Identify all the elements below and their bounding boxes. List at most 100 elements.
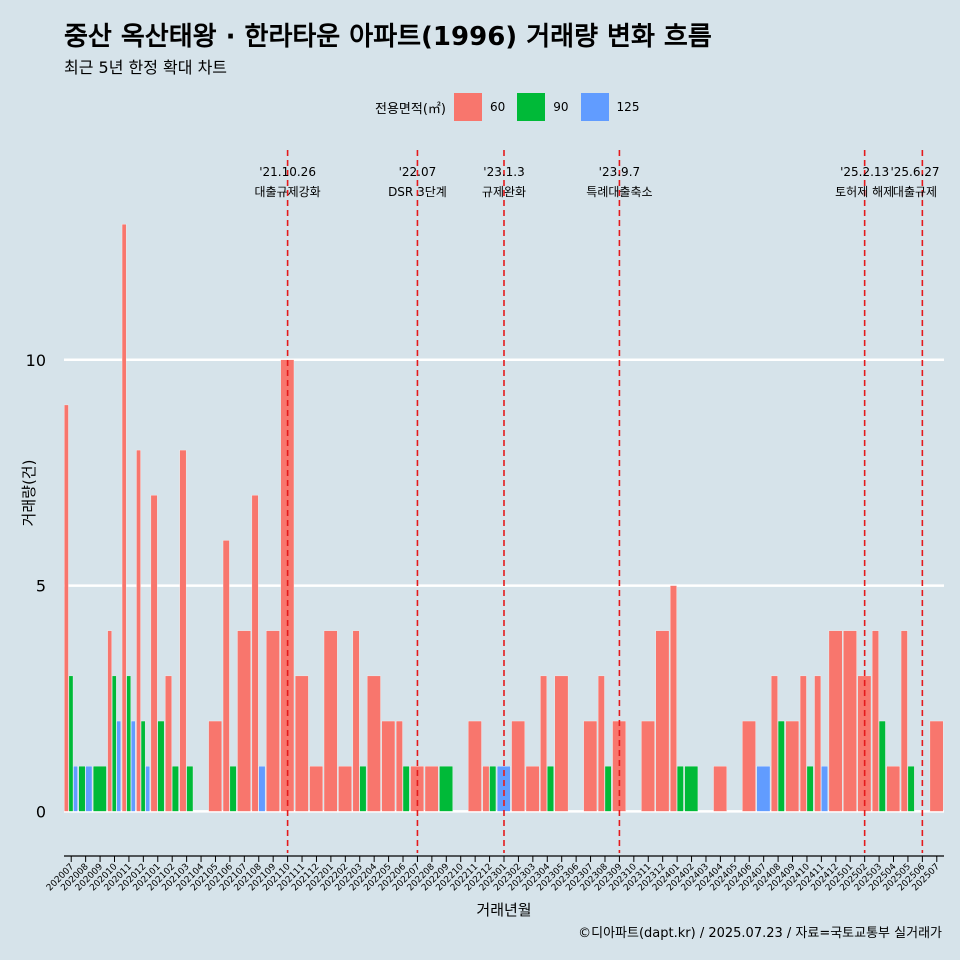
bar-90-202503 — [878, 720, 886, 812]
legend-label-125: 125 — [616, 100, 640, 114]
bar-60-202411 — [814, 675, 822, 812]
bar-60-202201 — [323, 630, 338, 812]
bar-60-202202 — [338, 766, 352, 812]
bar-60-202012 — [136, 449, 141, 812]
bar-60-202312 — [655, 630, 670, 812]
bar-125-202007 — [73, 766, 78, 812]
event-date-label: '25.2.13 — [840, 165, 889, 179]
bar-60-202401 — [670, 585, 677, 812]
bar-90-202007 — [68, 675, 74, 812]
legend-key-60 — [453, 93, 482, 121]
chart-title: 중산 옥산태왕 · 한라타운 아파트(1996) 거래량 변화 흐름 — [64, 22, 712, 52]
bar-90-202212 — [489, 766, 497, 812]
bar-60-202406 — [742, 720, 756, 812]
bar-60-202208 — [424, 766, 439, 812]
bar-90-202203 — [359, 766, 367, 812]
bar-60-202107 — [237, 630, 251, 812]
bar-60-202212 — [482, 766, 490, 812]
bar-60-202507 — [929, 720, 944, 812]
bar-60-202109 — [266, 630, 280, 812]
bar-60-202205 — [381, 720, 396, 812]
bar-60-202305 — [554, 675, 569, 812]
event-date-label: '22.07 — [399, 165, 437, 179]
legend-key-125 — [580, 93, 609, 121]
y-tick-label: 0 — [36, 802, 46, 821]
bar-60-202010 — [107, 630, 112, 812]
bar-60-202103 — [179, 449, 187, 812]
legend-label-90: 90 — [553, 100, 569, 114]
bar-60-202404 — [713, 766, 727, 812]
bar-60-202303 — [525, 766, 540, 812]
bar-60-202106 — [222, 540, 230, 812]
y-tick-label: 10 — [26, 351, 46, 370]
bar-125-202012 — [145, 766, 150, 812]
bar-90-202012 — [140, 720, 146, 812]
event-name-label: DSR 3단계 — [388, 185, 447, 199]
bar-60-202503 — [872, 630, 879, 812]
bar-60-202307 — [583, 720, 598, 812]
caption: ©디아파트(dapt.kr) / 2025.07.23 / 자료=국토교통부 실… — [578, 926, 942, 941]
event-name-label: 대출규제강화 — [254, 185, 320, 199]
bar-60-202101 — [150, 495, 158, 812]
bar-60-202007 — [64, 404, 69, 812]
bar-90-202103 — [186, 766, 194, 812]
bar-125-202108 — [258, 766, 266, 812]
bar-90-202410 — [806, 766, 814, 812]
bar-90-202008 — [78, 766, 86, 812]
bar-90-202401 — [676, 766, 684, 812]
bar-125-202011 — [131, 720, 136, 812]
event-name-label: 대출규제 — [893, 185, 937, 199]
bar-60-202501 — [843, 630, 857, 812]
bar-60-202204 — [367, 675, 381, 812]
bar-60-202111 — [295, 675, 309, 812]
bar-60-202311 — [641, 720, 655, 812]
bar-60-202505 — [900, 630, 908, 812]
event-date-label: '23.9.7 — [599, 165, 640, 179]
bar-90-202308 — [604, 766, 612, 812]
bar-60-202203 — [352, 630, 360, 812]
bar-60-202105 — [208, 720, 222, 812]
bar-60-202409 — [785, 720, 800, 812]
bar-90-202106 — [229, 766, 237, 812]
bar-60-202211 — [468, 720, 482, 812]
bar-60-202504 — [886, 766, 901, 812]
bar-90-202408 — [777, 720, 785, 812]
bar-60-202410 — [799, 675, 807, 812]
bar-90-202402 — [684, 766, 699, 812]
bar-60-202108 — [251, 495, 259, 812]
legend-key-90 — [517, 93, 546, 121]
bar-125-202411 — [821, 766, 828, 812]
bar-60-202011 — [121, 224, 127, 812]
event-name-label: 특례대출축소 — [586, 185, 652, 199]
bar-60-202302 — [511, 720, 525, 812]
bar-60-202408 — [771, 675, 778, 812]
bar-90-202206 — [402, 766, 410, 812]
bar-90-202102 — [172, 766, 179, 812]
legend-title: 전용면적(㎡) — [375, 101, 446, 117]
bar-125-202010 — [116, 720, 121, 812]
bar-90-202011 — [126, 675, 131, 812]
bar-60-202112 — [309, 766, 323, 812]
bar-125-202008 — [85, 766, 93, 812]
event-name-label: 규제완화 — [482, 185, 526, 199]
bar-60-202206 — [396, 720, 403, 812]
bar-60-202308 — [597, 675, 605, 812]
event-date-label: '23.1.3 — [483, 165, 524, 179]
chart-subtitle: 최근 5년 한정 확대 차트 — [64, 58, 228, 77]
bar-90-202101 — [157, 720, 165, 812]
bar-60-202412 — [828, 630, 843, 812]
event-name-label: 토허제 해제 — [835, 185, 894, 199]
bar-90-202010 — [112, 675, 117, 812]
bar-90-202505 — [907, 766, 915, 812]
bar-90-202209 — [439, 766, 453, 812]
event-date-label: '25.6.27 — [890, 165, 939, 179]
bar-90-202009 — [93, 766, 107, 812]
bar-90-202304 — [547, 766, 554, 812]
x-axis-title: 거래년월 — [476, 901, 531, 919]
bar-60-202304 — [540, 675, 547, 812]
y-axis-title: 거래량(건) — [20, 460, 38, 527]
bar-125-202407 — [756, 766, 771, 812]
bar-60-202102 — [165, 675, 172, 812]
legend: 전용면적(㎡) 60 90 125 — [375, 92, 651, 122]
